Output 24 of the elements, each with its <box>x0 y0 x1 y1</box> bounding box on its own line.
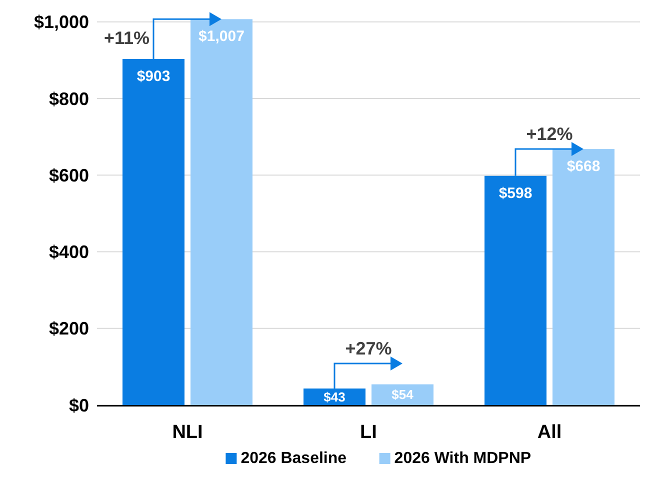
x-tick-label: All <box>537 422 562 443</box>
annotation: +11% <box>104 28 150 48</box>
y-tick-label: $800 <box>48 88 89 109</box>
data-label: $598 <box>498 184 532 202</box>
legend-label: 2026 With MDPNP <box>394 450 532 467</box>
bar <box>552 149 614 405</box>
annotation: +12% <box>526 124 573 144</box>
bar <box>484 176 546 405</box>
y-tick-label: $0 <box>68 395 89 416</box>
y-tick-label: $1,000 <box>34 12 89 32</box>
y-tick-label: $400 <box>48 242 89 262</box>
y-tick-label: $600 <box>48 165 89 186</box>
data-label: $668 <box>566 158 600 176</box>
legend-label: 2026 Baseline <box>240 450 347 467</box>
bar <box>122 59 184 405</box>
data-label: $54 <box>392 387 414 402</box>
x-tick-label: NLI <box>172 422 203 443</box>
data-label: $903 <box>136 68 170 85</box>
bar <box>190 19 252 405</box>
y-tick-label: $200 <box>48 318 89 339</box>
x-tick-label: LI <box>360 422 377 443</box>
data-label: $1,007 <box>198 28 244 46</box>
annotation: +27% <box>345 338 392 359</box>
data-label: $43 <box>324 389 346 404</box>
